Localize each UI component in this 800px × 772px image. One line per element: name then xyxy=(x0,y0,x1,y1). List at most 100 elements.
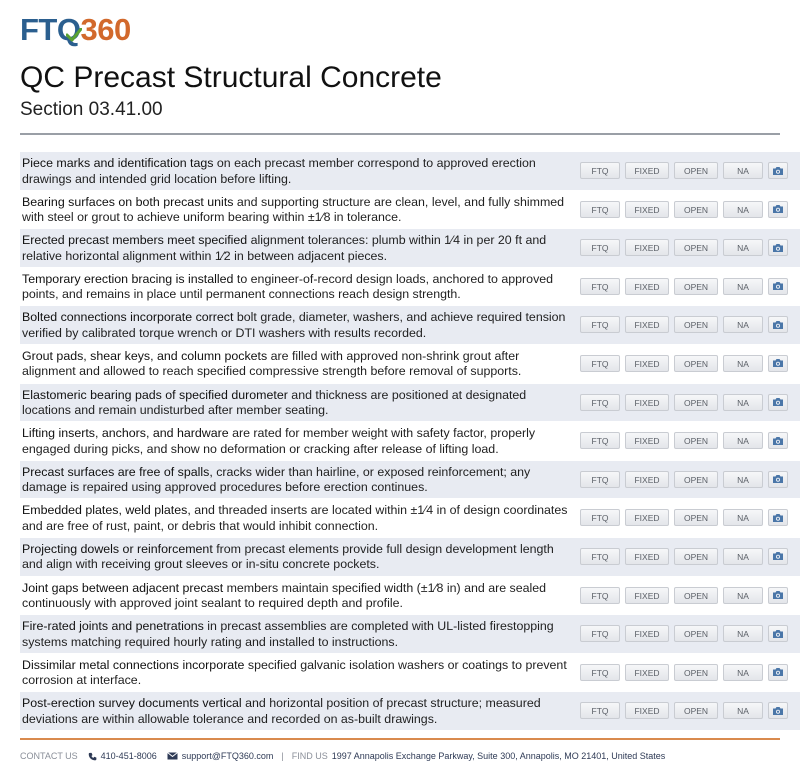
checklist-item-text: Bearing surfaces on both precast units a… xyxy=(22,195,570,226)
checklist-item-lead: Dissimilar metal connections incorporate xyxy=(22,657,245,672)
camera-button[interactable] xyxy=(768,470,788,488)
checklist-item-detail: specified galvanic isolation washers or … xyxy=(22,657,567,688)
open-button[interactable]: OPEN xyxy=(674,663,718,681)
open-button[interactable]: OPEN xyxy=(674,277,718,295)
checklist-item-lead: Erected precast members meet specified xyxy=(22,233,248,248)
na-button[interactable]: NA xyxy=(723,547,763,565)
ftq-button[interactable]: FTQ xyxy=(580,393,620,411)
na-button[interactable]: NA xyxy=(723,162,763,179)
camera-icon xyxy=(773,398,783,407)
fixed-button[interactable]: FIXED xyxy=(625,547,669,565)
ftq-button[interactable]: FTQ xyxy=(580,354,620,372)
na-button[interactable]: NA xyxy=(723,470,763,488)
status-button-group: FTQ FIXED OPEN NA xyxy=(580,547,788,565)
na-button[interactable]: NA xyxy=(723,200,763,218)
camera-button[interactable] xyxy=(768,663,788,681)
open-button[interactable]: OPEN xyxy=(674,470,718,488)
camera-button[interactable] xyxy=(768,316,788,334)
open-button[interactable]: OPEN xyxy=(674,625,718,643)
fixed-button[interactable]: FIXED xyxy=(625,509,669,527)
fixed-button[interactable]: FIXED xyxy=(625,586,669,604)
open-button[interactable]: OPEN xyxy=(674,547,718,565)
camera-button[interactable] xyxy=(768,354,788,372)
na-button[interactable]: NA xyxy=(723,354,763,372)
checklist-item-text: Projecting dowels or reinforcement from … xyxy=(22,542,570,573)
ftq-button[interactable]: FTQ xyxy=(580,509,620,527)
fixed-button[interactable]: FIXED xyxy=(625,200,669,218)
fixed-button[interactable]: FIXED xyxy=(625,354,669,372)
fixed-button[interactable]: FIXED xyxy=(625,316,669,334)
fixed-button[interactable]: FIXED xyxy=(625,393,669,411)
camera-icon xyxy=(773,282,783,291)
open-button[interactable]: OPEN xyxy=(674,509,718,527)
camera-icon xyxy=(773,552,783,561)
open-button[interactable]: OPEN xyxy=(674,354,718,372)
camera-button[interactable] xyxy=(768,432,788,450)
fixed-button[interactable]: FIXED xyxy=(625,702,669,720)
ftq-button[interactable]: FTQ xyxy=(580,239,620,257)
open-button[interactable]: OPEN xyxy=(674,200,718,218)
camera-button[interactable] xyxy=(768,509,788,527)
camera-button[interactable] xyxy=(768,200,788,218)
open-button[interactable]: OPEN xyxy=(674,239,718,257)
checklist-item-detail: and supporting structure are clean, leve… xyxy=(22,194,565,225)
open-button[interactable]: OPEN xyxy=(674,393,718,411)
ftq-button[interactable]: FTQ xyxy=(580,625,620,643)
checklist-item-detail: from precast elements provide full desig… xyxy=(22,541,554,572)
camera-button[interactable] xyxy=(768,277,788,295)
open-button[interactable]: OPEN xyxy=(674,432,718,450)
na-button[interactable]: NA xyxy=(723,702,763,720)
ftq-button[interactable]: FTQ xyxy=(580,470,620,488)
camera-button[interactable] xyxy=(768,625,788,643)
camera-button[interactable] xyxy=(768,702,788,720)
na-button[interactable]: NA xyxy=(723,663,763,681)
ftq-button[interactable]: FTQ xyxy=(580,277,620,295)
ftq-button[interactable]: FTQ xyxy=(580,586,620,604)
camera-icon xyxy=(773,205,783,214)
fixed-button[interactable]: FIXED xyxy=(625,663,669,681)
ftq-button[interactable]: FTQ xyxy=(580,663,620,681)
na-button[interactable]: NA xyxy=(723,393,763,411)
checklist-item-text: Grout pads, shear keys, and column pocke… xyxy=(22,349,570,380)
na-button[interactable]: NA xyxy=(723,432,763,450)
na-button[interactable]: NA xyxy=(723,239,763,257)
ftq-button[interactable]: FTQ xyxy=(580,200,620,218)
fixed-button[interactable]: FIXED xyxy=(625,239,669,257)
ftq-button[interactable]: FTQ xyxy=(580,432,620,450)
open-button[interactable]: OPEN xyxy=(674,702,718,720)
logo-360-text: 360 xyxy=(80,12,132,47)
camera-button[interactable] xyxy=(768,239,788,257)
camera-button[interactable] xyxy=(768,393,788,411)
fixed-button[interactable]: FIXED xyxy=(625,470,669,488)
camera-button[interactable] xyxy=(768,586,788,604)
na-button[interactable]: NA xyxy=(723,277,763,295)
na-button[interactable]: NA xyxy=(723,586,763,604)
fixed-button[interactable]: FIXED xyxy=(625,625,669,643)
ftq-button[interactable]: FTQ xyxy=(580,162,620,179)
email-link[interactable]: support@FTQ360.com xyxy=(181,751,274,761)
open-button[interactable]: OPEN xyxy=(674,316,718,334)
checklist-item-text: Fire-rated joints and penetrations in pr… xyxy=(22,619,570,650)
checklist-item-detail: to engineer-of-record design loads, anch… xyxy=(22,271,554,302)
open-button[interactable]: OPEN xyxy=(674,586,718,604)
ftq-button[interactable]: FTQ xyxy=(580,316,620,334)
open-button[interactable]: OPEN xyxy=(674,162,718,179)
checklist-item-detail: cracks wider than hairline, or exposed r… xyxy=(22,464,531,495)
checklist-item-lead: Joint gaps between adjacent precast xyxy=(22,580,224,595)
ftq-button[interactable]: FTQ xyxy=(580,702,620,720)
fixed-button[interactable]: FIXED xyxy=(625,277,669,295)
checklist: Piece marks and identification tags on e… xyxy=(20,152,800,731)
checklist-item-text: Joint gaps between adjacent precast memb… xyxy=(22,581,570,612)
ftq-button[interactable]: FTQ xyxy=(580,547,620,565)
fixed-button[interactable]: FIXED xyxy=(625,162,669,179)
na-button[interactable]: NA xyxy=(723,316,763,334)
fixed-button[interactable]: FIXED xyxy=(625,432,669,450)
checklist-row: Lifting inserts, anchors, and hardware a… xyxy=(20,422,800,461)
na-button[interactable]: NA xyxy=(723,625,763,643)
camera-icon xyxy=(773,166,783,175)
camera-button[interactable] xyxy=(768,547,788,565)
camera-button[interactable] xyxy=(768,162,788,179)
na-button[interactable]: NA xyxy=(723,509,763,527)
camera-icon xyxy=(773,359,783,368)
phone-number[interactable]: 410-451-8006 xyxy=(100,751,157,761)
